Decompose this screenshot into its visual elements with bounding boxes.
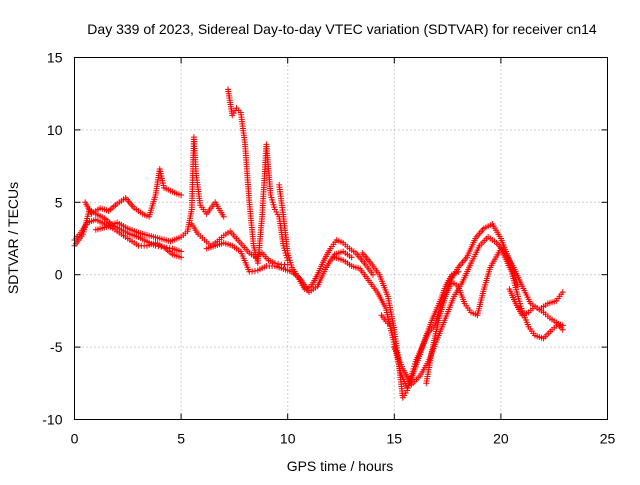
- data-layer: [71, 86, 566, 401]
- series-arc-8: [276, 181, 376, 293]
- data-point: [178, 248, 185, 255]
- x-tick-label: 5: [177, 431, 185, 447]
- y-axis-label: SDTVAR / TECUs: [5, 182, 21, 294]
- data-point: [178, 254, 185, 261]
- series-arc-5: [188, 221, 291, 268]
- series-arc-4: [92, 134, 227, 245]
- y-tick-label: -5: [50, 339, 63, 355]
- series-arc-3: [82, 165, 185, 220]
- data-point: [348, 254, 355, 261]
- data-point: [369, 271, 376, 278]
- y-tick-label: 0: [55, 267, 63, 283]
- series-arc-6: [225, 86, 291, 267]
- data-point: [559, 289, 566, 296]
- y-tick-label: 15: [47, 50, 63, 66]
- x-tick-label: 25: [600, 431, 616, 447]
- x-tick-label: 20: [493, 431, 509, 447]
- series-arc-13: [378, 286, 566, 333]
- series-arc-11: [391, 234, 566, 388]
- x-tick-label: 0: [71, 431, 79, 447]
- data-point: [559, 326, 566, 333]
- grid-layer: [74, 57, 608, 420]
- data-point: [178, 192, 185, 199]
- x-axis-label: GPS time / hours: [287, 458, 394, 474]
- y-tick-label: 5: [55, 194, 63, 210]
- data-point: [275, 260, 282, 267]
- x-tick-label: 10: [280, 431, 296, 447]
- data-point: [220, 213, 227, 220]
- x-tick-label: 15: [387, 431, 403, 447]
- y-tick-label: -10: [42, 412, 62, 428]
- axis-layer: 0 5 10 15 20 25 -10 -5 0 5 10 15: [42, 50, 615, 447]
- y-tick-label: 10: [47, 122, 63, 138]
- data-point: [387, 322, 394, 329]
- plot-frame: [74, 57, 608, 420]
- chart-title: Day 339 of 2023, Sidereal Day-to-day VTE…: [87, 21, 597, 37]
